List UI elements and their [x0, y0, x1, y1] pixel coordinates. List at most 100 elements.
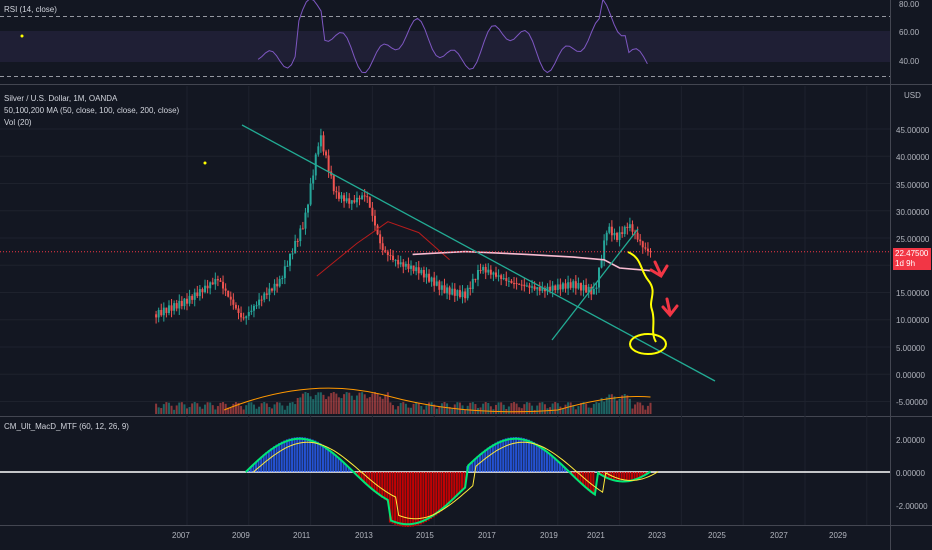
candle-body [332, 175, 335, 192]
volume-bar [428, 402, 431, 414]
price-tick: 30.00000 [896, 208, 930, 217]
macd-histogram-bar [440, 472, 443, 512]
macd-histogram-bar [522, 438, 525, 472]
candle-body [384, 250, 387, 252]
macd-histogram-bar [249, 466, 252, 472]
volume-bar [204, 404, 207, 414]
volume-bar [198, 406, 201, 414]
candle-body [363, 195, 366, 197]
volume-bar [276, 402, 279, 414]
candle-body [397, 259, 400, 265]
candle-body [373, 215, 376, 226]
candle-body [471, 278, 474, 289]
volume-bar [616, 400, 619, 414]
volume-bar [621, 395, 624, 414]
candle-body [546, 286, 549, 292]
volume-bar [343, 394, 346, 414]
macd-histogram-bar [406, 472, 409, 527]
macd-histogram-bar [339, 459, 342, 472]
macd-histogram-bar [365, 472, 368, 486]
macd-histogram-bar [476, 456, 479, 472]
candle-body [592, 288, 595, 295]
volume-bar [368, 397, 371, 414]
candle-body [536, 287, 539, 290]
candle-body [456, 290, 459, 296]
macd-histogram-bar [453, 472, 456, 500]
macd-histogram-bar [564, 467, 567, 472]
volume-bar [561, 408, 564, 414]
volume-bar [180, 402, 183, 414]
volume-label[interactable]: Vol (20) [4, 118, 32, 127]
candle-body [435, 281, 438, 286]
volume-bar [304, 392, 307, 414]
macd-histogram-bar [481, 451, 484, 472]
volume-bar [265, 403, 268, 414]
volume-bar [263, 402, 266, 414]
candle-body [224, 288, 227, 291]
macd-histogram-bar [538, 445, 541, 472]
candle-body [520, 284, 523, 286]
candle-body [440, 285, 443, 290]
descending-trendline [241, 124, 716, 382]
macd-histogram-bar [394, 472, 397, 525]
candle-body [232, 299, 235, 305]
price-tick: 35.00000 [896, 181, 930, 190]
volume-bar [281, 405, 284, 414]
macd-histogram-bar [442, 472, 445, 510]
volume-bar [487, 402, 490, 414]
candle-body [482, 266, 485, 271]
candle-body [353, 200, 356, 203]
macd-histogram-bar [345, 464, 348, 472]
candle-body [188, 295, 191, 304]
volume-bar [309, 396, 312, 414]
candle-body [392, 255, 394, 260]
macd-histogram-bar [298, 437, 301, 472]
time-tick: 2023 [648, 531, 666, 540]
macd-histogram-bar [558, 462, 561, 472]
volume-bar [641, 405, 644, 414]
macd-histogram-bar [607, 472, 610, 479]
macd-histogram-bar [360, 472, 363, 481]
macd-histogram-bar [489, 445, 492, 472]
volume-bar [523, 404, 526, 414]
marker-dot [20, 34, 24, 38]
macd-histogram-bar [571, 472, 574, 476]
volume-bar [639, 402, 642, 414]
macd-histogram-bar [396, 472, 399, 526]
candle-body [242, 317, 245, 319]
candle-body [304, 212, 307, 229]
volume-bar [469, 402, 472, 414]
candle-body [379, 234, 382, 244]
volume-bar [319, 392, 322, 414]
volume-bar [353, 399, 356, 414]
volume-bar [363, 394, 366, 414]
macd-histogram-bar [561, 465, 564, 472]
macd-histogram-bar [486, 447, 489, 472]
macd-label[interactable]: CM_Ult_MacD_MTF (60, 12, 26, 9) [4, 422, 129, 431]
volume-bar [379, 396, 382, 414]
candle-body [258, 299, 261, 306]
volume-bar [255, 408, 258, 414]
price-tick: 10.00000 [896, 316, 930, 325]
candle-body [618, 232, 621, 240]
candle-body [649, 251, 652, 253]
volume-bar [623, 394, 626, 414]
candle-body [443, 285, 446, 294]
candle-body [268, 288, 271, 295]
volume-bar [533, 409, 536, 414]
ma-label[interactable]: 50,100,200 MA (50, close, 100, close, 20… [4, 106, 180, 115]
candle-body [453, 288, 456, 296]
macd-histogram-bar [314, 440, 317, 472]
rsi-label[interactable]: RSI (14, close) [4, 5, 57, 14]
volume-bar [252, 404, 255, 414]
macd-histogram-bar [445, 472, 448, 507]
candle-body [358, 197, 361, 200]
macd-histogram-bar [278, 443, 281, 472]
volume-bar [350, 395, 353, 414]
candle-body [636, 232, 639, 240]
candle-body [500, 275, 503, 279]
macd-histogram-bar [545, 450, 548, 472]
symbol-title[interactable]: Silver / U.S. Dollar, 1M, OANDA [4, 94, 118, 103]
candle-body [484, 266, 487, 273]
